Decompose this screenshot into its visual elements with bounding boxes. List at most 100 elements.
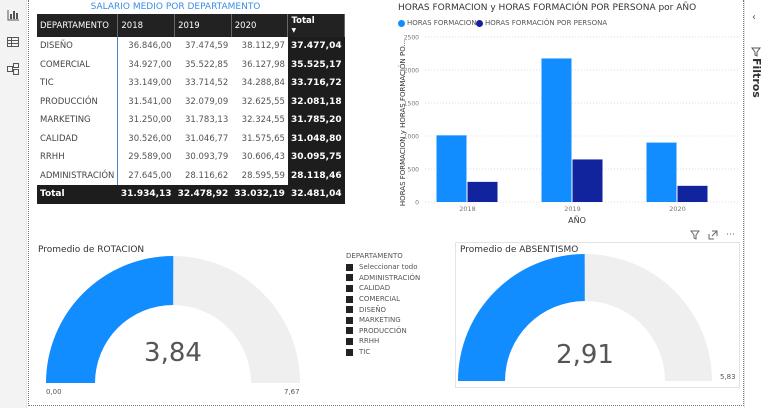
- slicer-item-label: DISEÑO: [359, 305, 387, 314]
- slicer-item[interactable]: PRODUCCIÓN: [346, 326, 420, 337]
- filters-label: Filtros: [750, 58, 763, 98]
- cell-value: 34.927,00: [128, 59, 172, 70]
- bar-horas-formacion: [436, 135, 467, 202]
- chart-title: HORAS FORMACION y HORAS FORMACIÓN POR PE…: [398, 3, 697, 13]
- gauge-fill: [458, 254, 585, 381]
- checkbox[interactable]: [346, 348, 353, 356]
- checkbox[interactable]: [346, 316, 353, 324]
- x-tick-label: 2019: [564, 205, 581, 213]
- checkbox[interactable]: [346, 274, 353, 282]
- table-row[interactable]: DISEÑO 36.846,00 37.474,59 38.112,97 37.477,…: [37, 37, 345, 56]
- data-table-icon[interactable]: [5, 35, 21, 51]
- table-row[interactable]: ADMINISTRACIÓN 27.645,00 28.116,62 28.595,5…: [37, 166, 345, 185]
- legend-dot: [476, 19, 483, 27]
- cell-value: 35.525,17: [287, 55, 345, 74]
- x-tick-label: 2018: [459, 205, 476, 213]
- y-tick-label: 500: [408, 167, 420, 174]
- y-tick-label: 2500: [404, 35, 419, 42]
- table-row[interactable]: RRHH 29.589,00 30.093,79 30.606,43 30.095,75: [37, 148, 345, 167]
- gauge-fill: [46, 256, 174, 383]
- report-icon[interactable]: [5, 8, 21, 24]
- cell-value: 34.288,84: [241, 78, 285, 89]
- cell-department: ADMINISTRACIÓN: [37, 166, 119, 185]
- slicer-item-label: PRODUCCIÓN: [359, 326, 407, 335]
- slicer-item[interactable]: ADMINISTRACIÓN: [346, 273, 420, 284]
- cell-department: TIC: [37, 74, 119, 93]
- legend-dot: [398, 19, 405, 27]
- cell-value: 36.846,00: [128, 41, 172, 52]
- table-row[interactable]: CALIDAD 30.526,00 31.046,77 31.575,65 31.048…: [37, 129, 345, 148]
- y-tick-label: 2000: [404, 68, 419, 75]
- cell-value: 33.149,00: [128, 78, 172, 89]
- table-row[interactable]: MARKETING 31.250,00 31.783,13 32.324,55 31.7…: [37, 111, 345, 130]
- slicer-item[interactable]: TIC: [346, 347, 420, 358]
- legend-label: HORAS FORMACION: [407, 19, 477, 27]
- slicer-item-label: CALIDAD: [359, 284, 391, 293]
- cell-value: 30.093,79: [184, 152, 229, 163]
- slicer-item[interactable]: RRHH: [346, 336, 420, 347]
- salary-matrix: DEPARTAMENTO 2018 2019 2020 Total ▼ DISEÑ…: [37, 14, 346, 204]
- cell-value: 36.127,98: [241, 59, 285, 70]
- slicer-item[interactable]: COMERCIAL: [346, 294, 420, 305]
- focus-mode-icon[interactable]: [708, 230, 718, 243]
- slicer-item[interactable]: MARKETING: [346, 315, 420, 326]
- table-row[interactable]: TIC 33.149,00 33.714,52 34.288,84 33.716,72: [37, 74, 345, 93]
- checkbox[interactable]: [346, 327, 353, 335]
- gauge-value: 2,91: [556, 340, 614, 370]
- filters-pane[interactable]: ‹ Filtros: [744, 0, 768, 408]
- cell-department: COMERCIAL: [37, 55, 119, 74]
- more-options-icon[interactable]: ⋯: [726, 230, 735, 240]
- gauge-min: 0,00: [46, 388, 62, 396]
- cell-value: 28.595,59: [241, 170, 285, 181]
- total-cell: 31.934,13: [117, 185, 175, 204]
- slicer-item-label: RRHH: [359, 337, 380, 346]
- slicer-item-label: MARKETING: [359, 316, 401, 325]
- cell-department: MARKETING: [37, 111, 119, 130]
- total-cell: 32.478,92: [174, 185, 232, 204]
- chevron-left-icon[interactable]: ‹: [752, 12, 756, 23]
- gauge-max: 7,67: [284, 388, 300, 396]
- cell-value: 31.783,13: [184, 115, 229, 126]
- filter-icon[interactable]: [690, 230, 700, 243]
- cell-value: 32.081,18: [287, 92, 345, 111]
- slicer-title: DEPARTAMENTO: [346, 252, 403, 260]
- checkbox[interactable]: [346, 306, 353, 314]
- gauge-max: 5,83: [720, 373, 736, 381]
- bar-chart: 0 500 1000 1500 2000 2500 2018 2019 2020 AÑO HORAS…: [398, 35, 740, 225]
- column-header[interactable]: 2020: [231, 14, 289, 37]
- slicer-item[interactable]: Seleccionar todo: [346, 262, 420, 273]
- cell-value: 30.095,75: [287, 148, 345, 167]
- cell-value: 32.324,55: [241, 115, 285, 126]
- total-header-label: Total: [291, 15, 315, 26]
- y-axis-label: HORAS FORMACION y HORAS FORMACIÓN PO...: [398, 40, 407, 206]
- legend-item[interactable]: HORAS FORMACION: [398, 19, 477, 27]
- cell-value: 31.785,20: [287, 111, 345, 130]
- left-nav: [0, 0, 27, 408]
- bar-horas-formación-por-persona: [677, 185, 708, 202]
- table-title: SALARIO MEDIO POR DEPARTAMENTO: [90, 2, 261, 12]
- gauge-value: 3,84: [144, 338, 202, 368]
- cell-value: 37.474,59: [184, 41, 229, 52]
- table-row[interactable]: COMERCIAL 34.927,00 35.522,85 36.127,98 35.5…: [37, 55, 345, 74]
- slicer-item[interactable]: CALIDAD: [346, 283, 420, 294]
- cell-value: 32.625,55: [241, 96, 285, 107]
- table-row[interactable]: PRODUCCIÓN 31.541,00 32.079,09 32.625,55 32.…: [37, 92, 345, 111]
- bar-horas-formación-por-persona: [467, 181, 498, 202]
- x-tick-label: 2020: [669, 205, 686, 213]
- legend-item[interactable]: HORAS FORMACIÓN POR PERSONA: [476, 19, 607, 27]
- total-cell: 32.481,04: [287, 185, 345, 204]
- cell-value: 31.541,00: [128, 96, 172, 107]
- column-header[interactable]: DEPARTAMENTO: [37, 14, 119, 37]
- checkbox[interactable]: [346, 284, 353, 292]
- column-header[interactable]: 2018: [117, 14, 176, 37]
- cell-value: 31.048,80: [287, 129, 345, 148]
- checkbox[interactable]: [346, 337, 353, 345]
- checkbox[interactable]: [346, 295, 353, 303]
- column-header[interactable]: 2019: [174, 14, 232, 37]
- column-header-total[interactable]: Total ▼: [287, 14, 346, 37]
- slicer-item-label: TIC: [359, 348, 371, 357]
- slicer-item[interactable]: DISEÑO: [346, 304, 420, 315]
- checkbox[interactable]: [346, 263, 353, 271]
- cell-value: 30.526,00: [128, 133, 172, 144]
- model-icon[interactable]: [5, 62, 21, 78]
